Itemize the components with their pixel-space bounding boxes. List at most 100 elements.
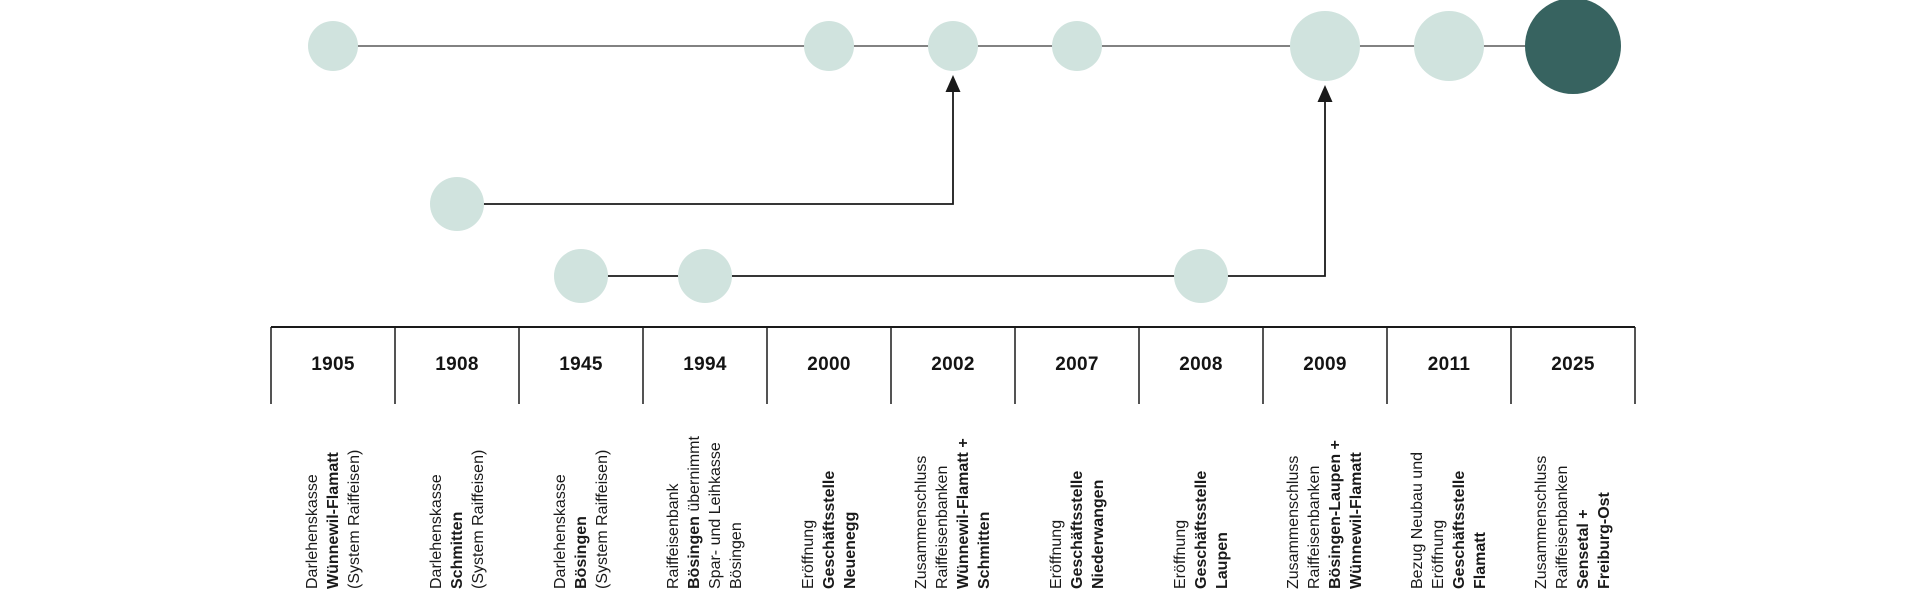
label-text-run: Geschäftsstelle	[1192, 470, 1210, 589]
label-line: Bösingen-Laupen +	[1325, 440, 1346, 589]
label-line: Neuenegg	[840, 471, 861, 589]
label-line: (System Raiffeisen)	[592, 450, 613, 589]
label-line: Wünnewil-Flamatt	[1346, 440, 1367, 589]
label-text-run: Geschäftsstelle	[820, 470, 838, 589]
milestone-circle-2000	[804, 21, 854, 71]
label-text-run: (System Raiffeisen)	[593, 449, 611, 589]
milestone-circle-1905	[308, 21, 358, 71]
label-line: Raiffeisenbanken	[932, 438, 953, 589]
label-text-run: Zusammenschluss	[1533, 455, 1550, 589]
arrow-up-icon	[945, 75, 961, 92]
label-line: Wünnewil-Flamatt	[323, 450, 344, 589]
milestone-circle-2007	[1052, 21, 1102, 71]
label-line: Raiffeisenbanken	[1304, 440, 1325, 589]
label-text-run: Eröffnung	[799, 519, 817, 589]
label-line: Geschäftsstelle	[1067, 471, 1088, 589]
label-line: Zusammenschluss	[911, 438, 932, 589]
label-text-run: Neuenegg	[841, 511, 859, 589]
label-text-run: Raiffeisenbanken	[934, 465, 951, 589]
label-line: Schmitten	[974, 438, 995, 589]
year-label: 1905	[311, 354, 355, 375]
label-text-run: Darlehenskasse	[303, 474, 321, 589]
milestone-label-text: Zusammenschluss Raiffeisenbanken Sensetal …	[1531, 456, 1615, 589]
label-text-run: Geschäftsstelle	[1451, 470, 1468, 589]
label-line: Bösingen	[571, 450, 592, 589]
milestone-label-2000: Eröffnung Geschäftsstelle Neuenegg	[798, 471, 916, 606]
milestone-circle-1945	[554, 249, 608, 303]
milestone-circle-1994	[678, 249, 732, 303]
label-line: Eröffnung	[1046, 471, 1067, 589]
label-line: Sensetal +	[1573, 456, 1594, 589]
label-line: Spar- und Leihkasse	[705, 436, 726, 589]
label-line: Darlehenskasse	[426, 450, 447, 589]
label-line: Eröffnung	[1428, 452, 1449, 589]
year-label: 2009	[1303, 354, 1347, 375]
year-label: 2002	[931, 354, 975, 375]
label-text-run: Zusammenschluss	[1285, 455, 1302, 589]
label-text-run: Raiffeisenbanken	[1306, 465, 1323, 589]
milestone-label-2008: Eröffnung Geschäftsstelle Laupen	[1170, 471, 1288, 606]
label-line: Bezug Neubau und	[1407, 452, 1428, 589]
label-text-run: Darlehenskasse	[427, 474, 445, 589]
milestone-label-text: Bezug Neubau und Eröffnung Geschäftsstelle…	[1407, 452, 1491, 589]
label-text-run: Eröffnung	[1171, 519, 1189, 589]
label-text-run: Bösingen	[572, 516, 590, 589]
label-line: Niederwangen	[1088, 471, 1109, 589]
label-text-run: Eröffnung	[1430, 519, 1447, 589]
label-line: Bösingen	[726, 436, 747, 589]
label-line: (System Raiffeisen)	[344, 450, 365, 589]
label-line: Geschäftsstelle	[1191, 471, 1212, 589]
label-text-run: Laupen	[1213, 532, 1231, 589]
label-text-run: Spar- und Leihkasse	[707, 442, 724, 589]
label-line: Raiffeisenbank	[663, 436, 684, 589]
label-text-run: Raiffeisenbank	[665, 483, 682, 589]
label-line: Freiburg-Ost	[1594, 456, 1615, 589]
label-text-run: Schmitten	[976, 511, 993, 589]
year-label: 2011	[1427, 354, 1471, 375]
label-line: Bösingen übernimmt	[684, 436, 705, 589]
year-label: 2008	[1179, 354, 1223, 375]
label-line: Darlehenskasse	[302, 450, 323, 589]
label-line: Geschäftsstelle	[1449, 452, 1470, 589]
label-line: (System Raiffeisen)	[468, 450, 489, 589]
milestone-label-2025: Zusammenschluss Raiffeisenbanken Sensetal …	[1531, 456, 1664, 606]
milestone-circle-2011	[1414, 11, 1484, 81]
label-text-run: Sensetal +	[1575, 509, 1592, 589]
label-text-run: Flamatt	[1472, 532, 1489, 589]
branch-line-1908-2002	[457, 90, 954, 205]
label-line: Geschäftsstelle	[819, 471, 840, 589]
milestone-label-text: Raiffeisenbank Bösingen übernimmt Spar- un…	[663, 436, 747, 589]
milestone-circle-2008	[1174, 249, 1228, 303]
milestone-label-text: Zusammenschluss Raiffeisenbanken Wünnewil-…	[911, 438, 995, 589]
milestone-circle-2002	[928, 21, 978, 71]
branch-line-1945-2009	[581, 100, 1326, 277]
year-label: 1908	[435, 354, 479, 375]
year-label: 1945	[559, 354, 603, 375]
label-text-run: Wünnewil-Flamatt +	[955, 438, 972, 589]
milestone-label-text: Darlehenskasse Wünnewil-Flamatt (System Ra…	[302, 450, 365, 589]
label-line: Eröffnung	[1170, 471, 1191, 589]
milestone-label-1905: Darlehenskasse Wünnewil-Flamatt (System Ra…	[302, 450, 441, 606]
milestone-label-text: Darlehenskasse Bösingen (System Raiffeisen…	[550, 450, 613, 589]
arrow-up-icon	[1317, 85, 1333, 102]
label-text-run: (System Raiffeisen)	[345, 449, 363, 589]
year-label: 2025	[1551, 354, 1595, 375]
label-text-run: Darlehenskasse	[551, 474, 569, 589]
label-line: Schmitten	[447, 450, 468, 589]
label-text-run: Bösingen	[686, 511, 703, 589]
label-line: Raiffeisenbanken	[1552, 456, 1573, 589]
label-text-run: Wünnewil-Flamatt	[1348, 452, 1365, 589]
label-line: Wünnewil-Flamatt +	[953, 438, 974, 589]
milestone-circle-1908	[430, 177, 484, 231]
label-line: Zusammenschluss	[1283, 440, 1304, 589]
label-text-run: Geschäftsstelle	[1068, 470, 1086, 589]
label-text-run: Bösingen	[728, 522, 745, 589]
label-text-run: Bösingen-Laupen +	[1327, 440, 1344, 589]
label-text-run: Niederwangen	[1089, 479, 1107, 589]
milestone-label-text: Zusammenschluss Raiffeisenbanken Bösingen-…	[1283, 440, 1367, 589]
milestone-circle-2025	[1525, 0, 1621, 94]
label-text-run: Freiburg-Ost	[1596, 492, 1613, 589]
milestone-label-text: Eröffnung Geschäftsstelle Neuenegg	[798, 471, 861, 589]
